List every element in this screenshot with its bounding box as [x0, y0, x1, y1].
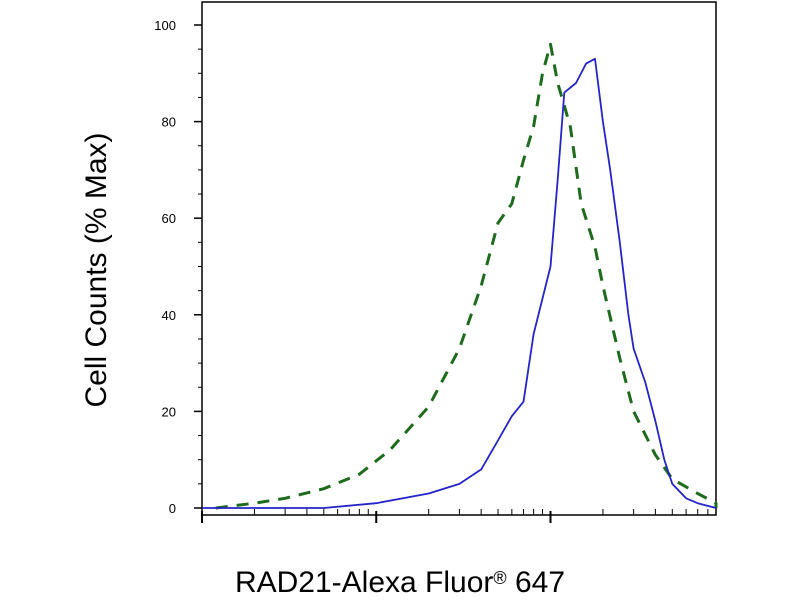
y-tick-label: 0 [169, 501, 176, 516]
x-axis-label: RAD21-Alexa Fluor® 647 [235, 566, 565, 599]
y-tick-label: 40 [162, 308, 176, 323]
y-ticks: 0 20 40 60 80 100 [154, 18, 202, 516]
y-tick-label: 20 [162, 404, 176, 419]
y-axis-label: Cell Counts (% Max) [80, 132, 113, 407]
x-ticks [201, 509, 709, 523]
axes [201, 1, 717, 516]
y-tick-label: 80 [162, 115, 176, 130]
series-lines [202, 42, 718, 510]
series-line-dashed [215, 42, 718, 510]
y-tick-label: 100 [154, 18, 176, 33]
plot-frame [201, 1, 717, 516]
y-tick-label: 60 [162, 211, 176, 226]
series-line-solid [202, 57, 717, 509]
